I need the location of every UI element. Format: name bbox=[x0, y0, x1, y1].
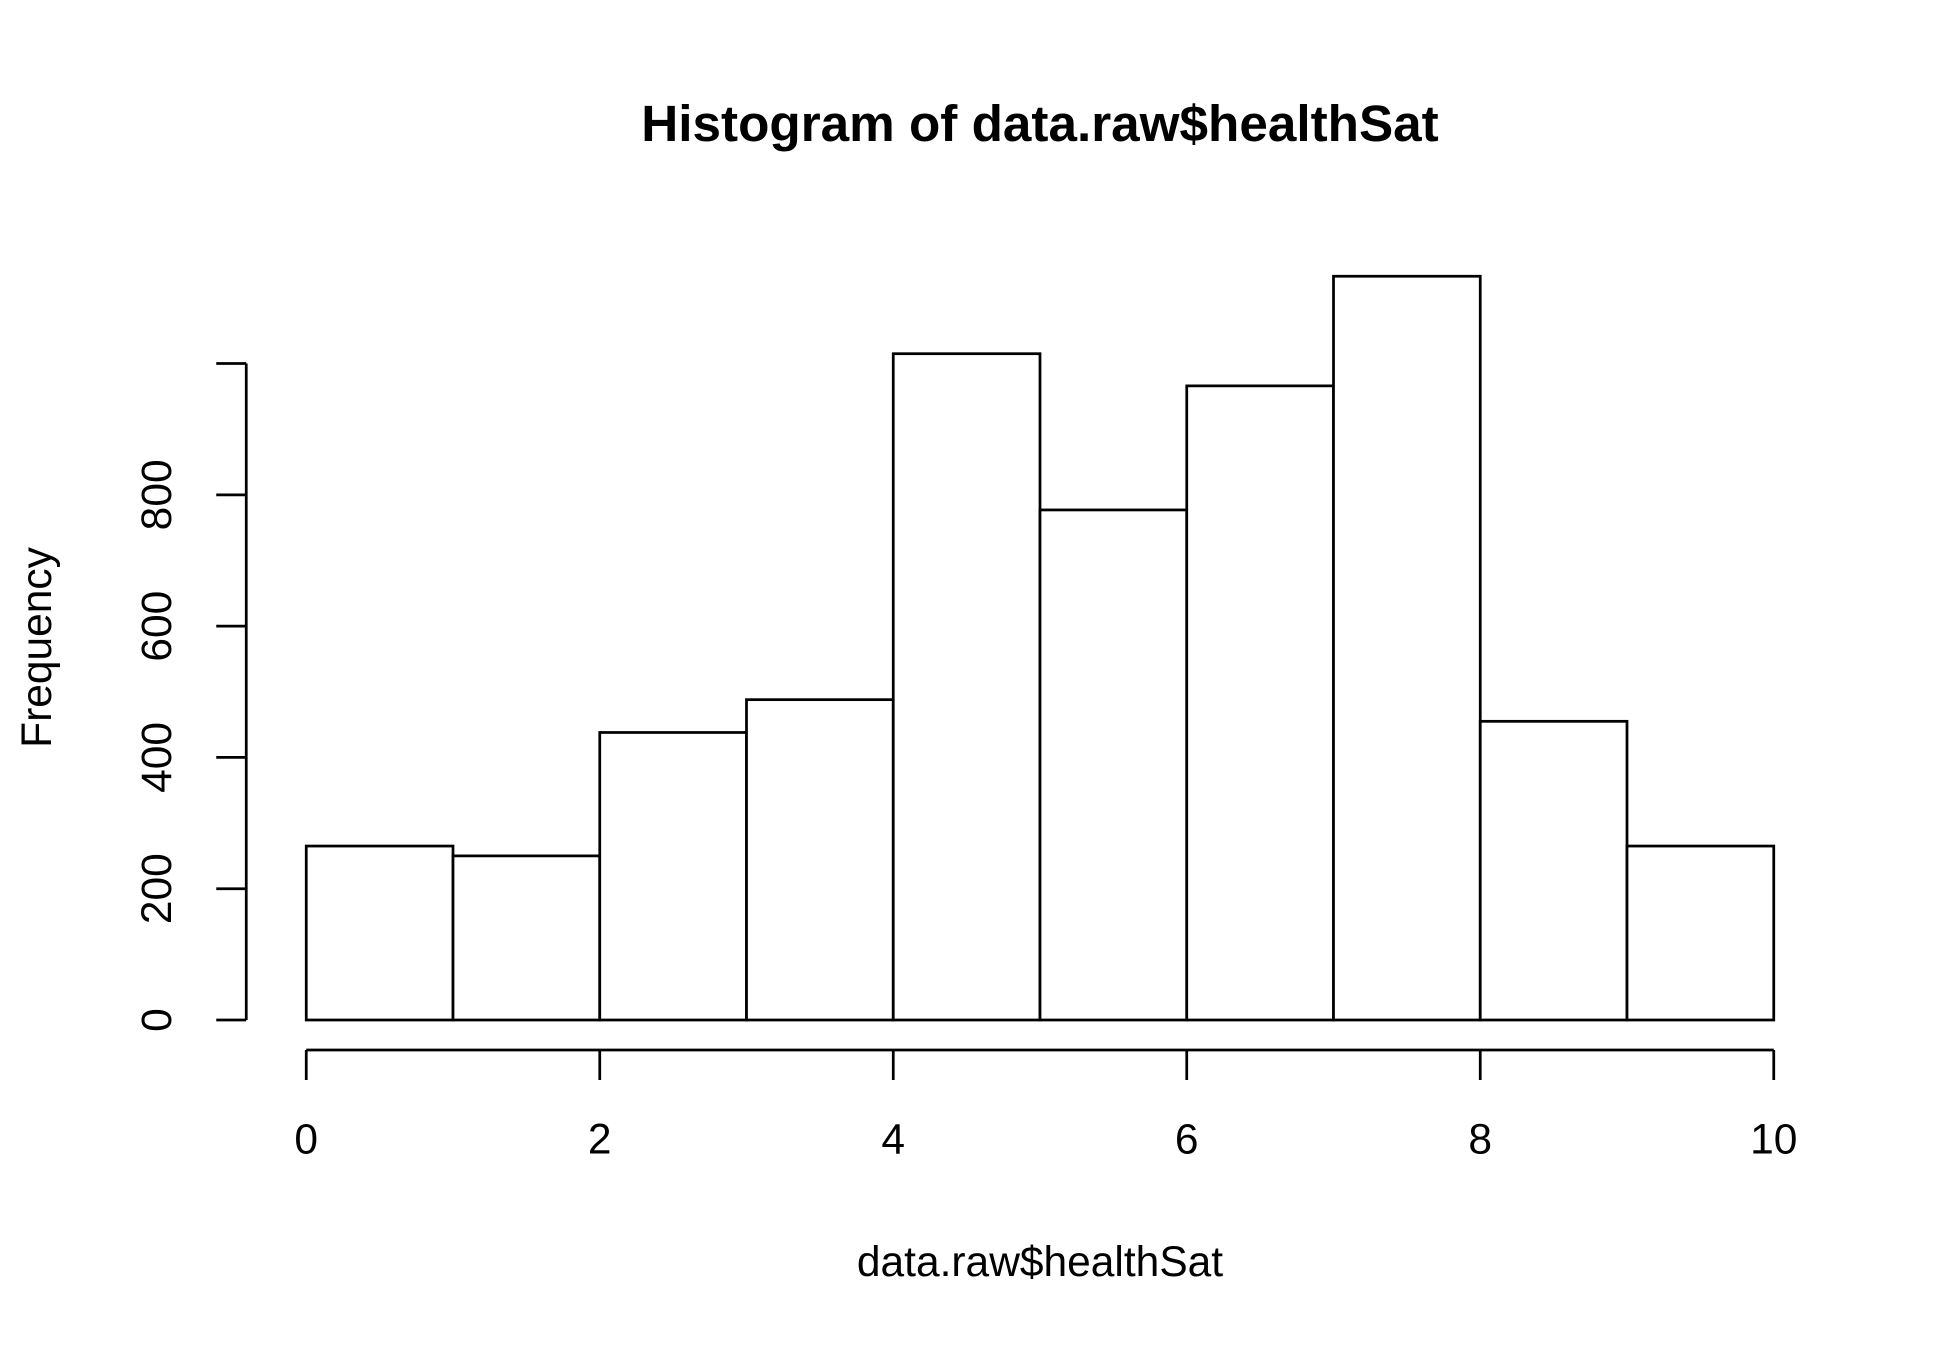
y-tick-label: 400 bbox=[134, 722, 181, 793]
x-tick-label: 0 bbox=[294, 1117, 318, 1164]
bar bbox=[304, 844, 455, 1022]
bar bbox=[745, 698, 895, 1022]
x-axis-label: data.raw$healthSat bbox=[857, 1239, 1223, 1286]
bar bbox=[1038, 508, 1189, 1022]
bar bbox=[598, 731, 748, 1022]
x-tick-label: 6 bbox=[1175, 1117, 1199, 1164]
bar bbox=[451, 854, 602, 1022]
y-tick-label: 800 bbox=[134, 459, 181, 530]
x-tick-label: 10 bbox=[1750, 1117, 1797, 1164]
bar bbox=[891, 352, 1042, 1022]
y-tick-label: 600 bbox=[134, 591, 181, 662]
y-tick-label: 200 bbox=[134, 853, 181, 924]
y-axis-label: Frequency bbox=[14, 546, 61, 748]
x-tick-label: 4 bbox=[881, 1117, 905, 1164]
chart-title: Histogram of data.raw$healthSat bbox=[641, 95, 1438, 152]
bar bbox=[1478, 719, 1629, 1022]
bar bbox=[1625, 844, 1776, 1022]
bar bbox=[1185, 384, 1335, 1022]
y-tick-label: 0 bbox=[134, 1008, 181, 1032]
bar bbox=[1332, 274, 1482, 1022]
x-tick-label: 2 bbox=[588, 1117, 612, 1164]
x-tick-label: 8 bbox=[1468, 1117, 1492, 1164]
